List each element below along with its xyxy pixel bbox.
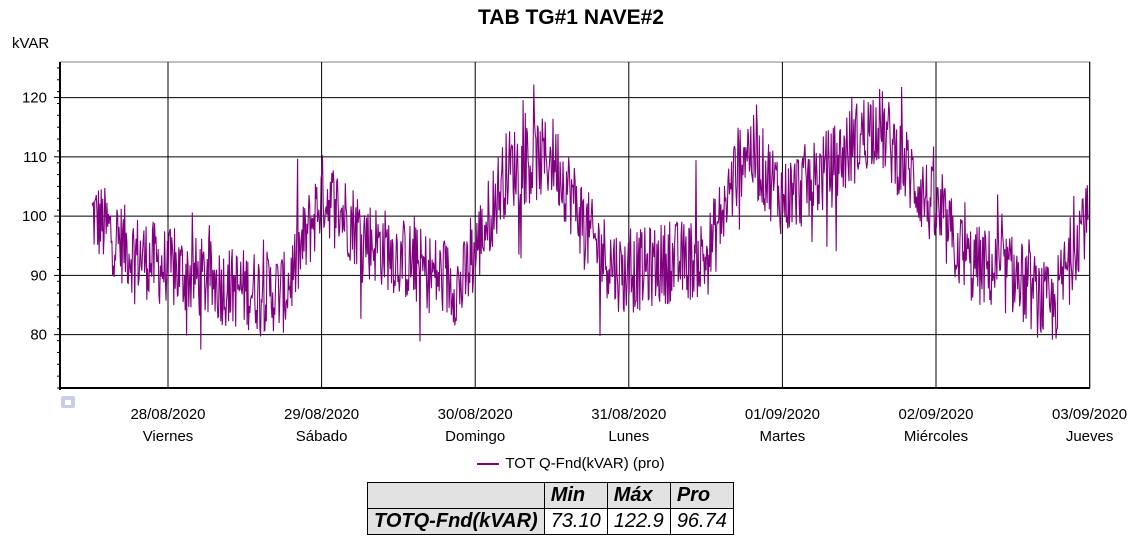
- y-tick-label: 110: [23, 149, 47, 166]
- y-tick-label: 120: [22, 90, 47, 107]
- stats-header-avg: Pro: [669, 482, 734, 509]
- x-tick-date: 31/08/2020: [591, 406, 666, 423]
- chart-legend: TOT Q-Fnd(kVAR) (pro): [0, 455, 1142, 472]
- plot-area: [59, 61, 1091, 389]
- stats-header-row: Min Máx Pro: [367, 482, 734, 509]
- y-tick-label: 100: [22, 208, 47, 225]
- stats-row-label: TOTQ-Fnd(kVAR): [367, 508, 545, 535]
- y-tick-label: 80: [30, 327, 47, 344]
- x-tick-day: Lunes: [608, 428, 649, 445]
- x-tick-date: 29/08/2020: [284, 406, 359, 423]
- x-tick-day: Viernes: [143, 428, 194, 445]
- y-axis-unit-label: kVAR: [12, 35, 50, 52]
- stats-table: Min Máx Pro TOTQ-Fnd(kVAR) 73.10 122.9 9…: [367, 482, 734, 535]
- x-tick-date: 01/09/2020: [745, 406, 820, 423]
- legend-swatch: [477, 463, 500, 466]
- x-tick-day: Miércoles: [904, 428, 968, 445]
- stats-header-min: Min: [543, 482, 608, 509]
- stats-corner: [367, 482, 545, 509]
- x-tick-day: Jueves: [1066, 428, 1114, 445]
- stats-value-min: 73.10: [543, 508, 608, 535]
- series-line-tot-q-fnd: [91, 84, 1089, 350]
- stats-row: TOTQ-Fnd(kVAR) 73.10 122.9 96.74: [367, 508, 734, 535]
- x-tick-day: Domingo: [445, 428, 505, 445]
- x-tick-date: 30/08/2020: [438, 406, 513, 423]
- legend-label: TOT Q-Fnd(kVAR) (pro): [505, 455, 665, 472]
- x-tick-date: 02/09/2020: [898, 406, 973, 423]
- chart-title: TAB TG#1 NAVE#2: [478, 6, 664, 29]
- lock-icon[interactable]: [61, 396, 75, 408]
- y-tick-label: 90: [30, 267, 47, 284]
- x-tick-date: 28/08/2020: [130, 406, 205, 423]
- x-tick-day: Sábado: [296, 428, 348, 445]
- stats-header-max: Máx: [606, 482, 671, 509]
- stats-value-max: 122.9: [606, 508, 671, 535]
- x-tick-day: Martes: [759, 428, 805, 445]
- stats-value-avg: 96.74: [669, 508, 734, 535]
- x-tick-date: 03/09/2020: [1052, 406, 1127, 423]
